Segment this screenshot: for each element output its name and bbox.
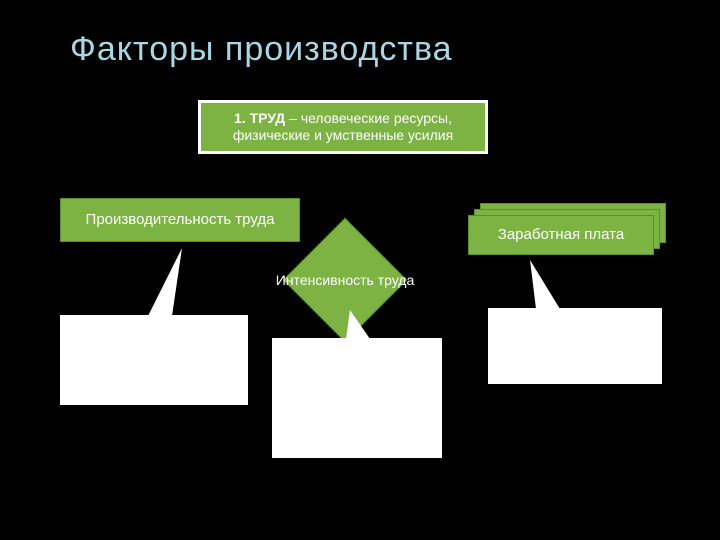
box-wage-label: Заработная плата [498,226,624,245]
callout-productivity [60,315,248,405]
callout-intensity [272,338,442,458]
main-box-labor: 1. ТРУД – человеческие ресурсы, физическ… [198,100,488,154]
box-intensity: Интенсивность труда [301,236,389,324]
box-productivity-label: Производительность труда [86,211,275,230]
main-box-bold: 1. ТРУД [234,110,285,126]
box-wage: Заработная плата [468,215,654,255]
box-intensity-label: Интенсивность труда [261,236,429,324]
slide-title: Факторы производства [70,30,453,69]
callout-wage [488,308,662,384]
